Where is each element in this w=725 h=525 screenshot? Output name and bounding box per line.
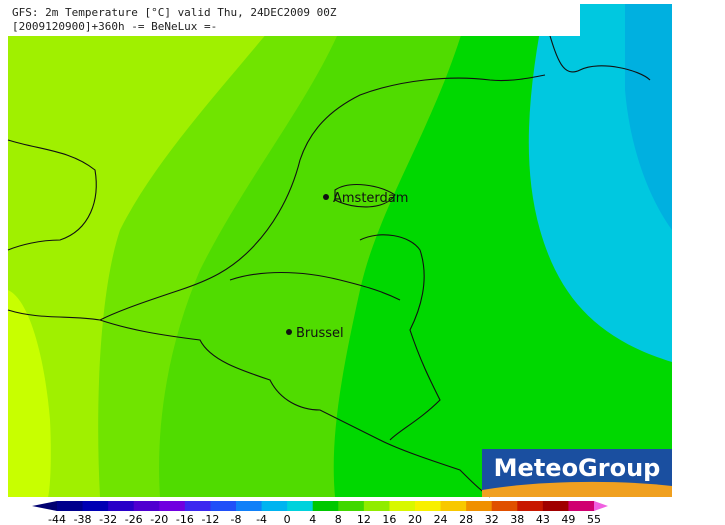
colorbar-arrow (594, 501, 608, 511)
band-light (8, 290, 51, 497)
colorbar-label: 55 (587, 513, 601, 525)
city-dot (286, 329, 292, 335)
colorbar-segment (159, 501, 186, 511)
band-blue (625, 4, 672, 230)
colorbar-segment (108, 501, 135, 511)
colorbar-label: 4 (309, 513, 316, 525)
logo-text: MeteoGroup (494, 454, 661, 482)
colorbar-segment (440, 501, 467, 511)
colorbar-segment (261, 501, 288, 511)
colorbar-segment (568, 501, 595, 511)
colorbar-segment (210, 501, 237, 511)
colorbar-segment (491, 501, 518, 511)
colorbar-segment (338, 501, 365, 511)
city-label: Brussel (296, 326, 344, 341)
colorbar-segment (415, 501, 442, 511)
coastline-uk (7, 139, 97, 251)
colorbar-label: 12 (357, 513, 371, 525)
colorbar-label: 43 (536, 513, 550, 525)
colorbar-segment (287, 501, 314, 511)
coastlines (7, 19, 651, 498)
colorbar-label: -38 (74, 513, 92, 525)
colorbar-segment (133, 501, 160, 511)
colorbar-segment (517, 501, 544, 511)
temperature-field (8, 4, 672, 497)
colorbar-label: 8 (335, 513, 342, 525)
subtitle: [2009120900]+360h -= BeNeLux =- (12, 20, 217, 33)
colorbar-segment (236, 501, 263, 511)
colorbar-segment (82, 501, 109, 511)
colorbar-segment (466, 501, 493, 511)
colorbar-label: 20 (408, 513, 422, 525)
colorbar-label: 24 (434, 513, 448, 525)
border-nl-be (229, 272, 401, 301)
colorbar-label: 32 (485, 513, 499, 525)
colorbar-label: 38 (510, 513, 524, 525)
colorbar-label: -26 (125, 513, 143, 525)
logo-swoosh (482, 481, 672, 497)
colorbar-label: 0 (284, 513, 291, 525)
colorbar-label: -12 (201, 513, 219, 525)
city-label: Amsterdam (333, 191, 408, 206)
logo: MeteoGroup (482, 449, 672, 497)
colorbar-segment (312, 501, 339, 511)
border-germany (359, 234, 441, 441)
border-france (99, 319, 491, 498)
title-box (8, 4, 580, 36)
band-yellow-green (8, 4, 290, 497)
colorbar: -44 -38 -32 -26 -20 -16 -12 -8 -4 0 4 8 12 16 20 24 28 32… (32, 501, 608, 525)
coastline-denmark (544, 19, 651, 81)
colorbar-label: -16 (176, 513, 194, 525)
colorbar-label: -4 (256, 513, 267, 525)
colorbar-segment (57, 501, 84, 511)
colorbar-arrow (32, 501, 57, 511)
colorbar-segment (363, 501, 390, 511)
colorbar-label: -32 (99, 513, 117, 525)
colorbar-label: 49 (561, 513, 575, 525)
colorbar-label: 16 (382, 513, 396, 525)
colorbar-segment (184, 501, 211, 511)
title: GFS: 2m Temperature [°C] valid Thu, 24DE… (12, 6, 337, 19)
colorbar-segment (542, 501, 569, 511)
colorbar-label: -20 (150, 513, 168, 525)
colorbar-label: -44 (48, 513, 66, 525)
coastline-continent (7, 74, 546, 321)
colorbar-label: 28 (459, 513, 473, 525)
colorbar-label: -8 (231, 513, 242, 525)
city-dot (323, 194, 329, 200)
colorbar-segment (389, 501, 416, 511)
ijsselmeer (334, 184, 396, 208)
